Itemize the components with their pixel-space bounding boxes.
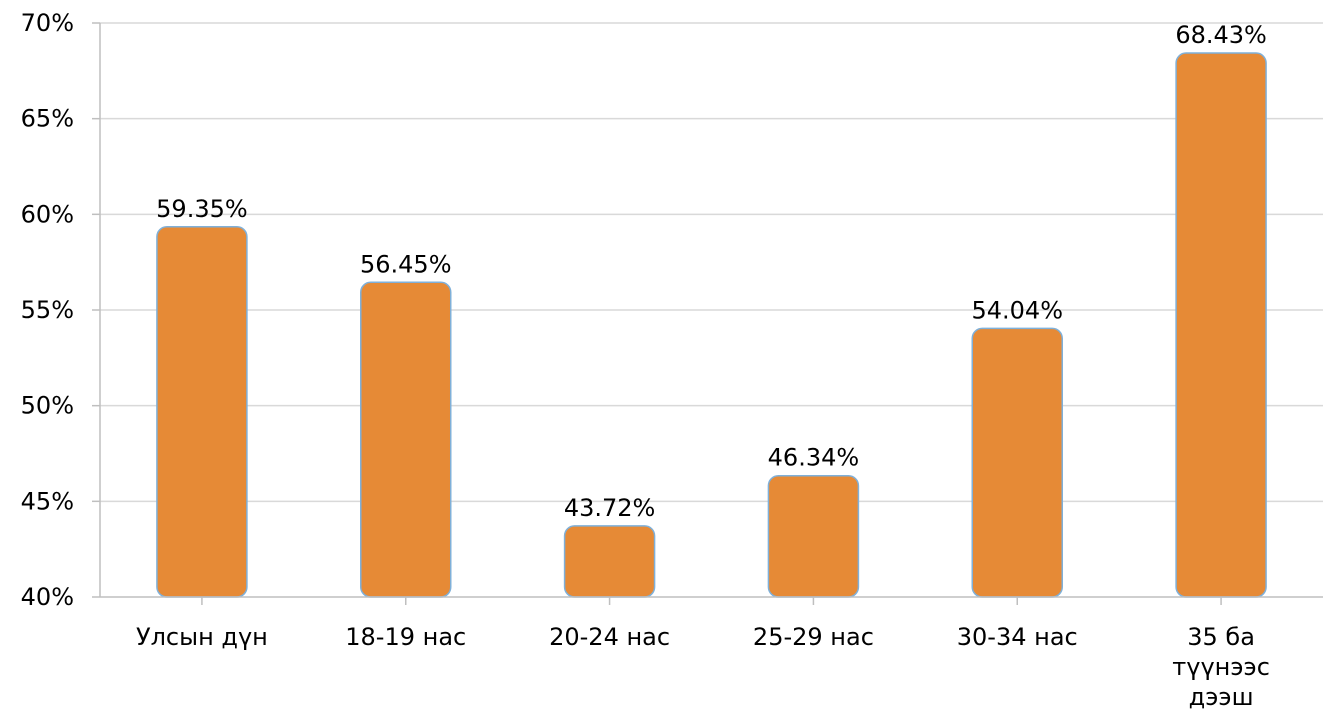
y-tick-label: 65%: [21, 105, 74, 133]
data-label: 43.72%: [564, 494, 656, 522]
data-label: 68.43%: [1175, 21, 1267, 49]
bar: [563, 525, 656, 598]
x-tick-label: 20-24 нас: [549, 623, 670, 651]
y-tick-labels: 40% 45% 50% 55% 60% 65% 70%: [21, 9, 74, 611]
data-labels: 59.35% 56.45% 43.72% 46.34% 54.04% 68.43%: [156, 21, 1267, 522]
data-label: 54.04%: [971, 296, 1063, 324]
y-tick-label: 55%: [21, 296, 74, 324]
data-label: 46.34%: [768, 444, 860, 472]
x-tick-label: 18-19 нас: [345, 623, 466, 651]
x-tick-label: 35 ба түүнээс дээш: [1172, 623, 1270, 710]
gridlines: [100, 22, 1323, 503]
axes: [92, 22, 1323, 605]
data-label: 59.35%: [156, 195, 248, 223]
bar: [971, 327, 1063, 598]
bars: [156, 52, 1267, 598]
x-tick-label: 30-34 нас: [957, 623, 1078, 651]
y-tick-label: 60%: [21, 200, 74, 228]
data-label: 56.45%: [360, 250, 452, 278]
bar: [156, 226, 248, 598]
bar: [767, 474, 860, 598]
bar: [1175, 52, 1267, 598]
x-tick-label: Улсын дүн: [136, 623, 268, 651]
x-tick-label: 25-29 нас: [753, 623, 874, 651]
x-tick-labels: Улсын дүн 18-19 нас 20-24 нас 25-29 нас 30-3…: [136, 623, 1270, 710]
bar: [360, 281, 452, 598]
y-tick-label: 70%: [21, 9, 74, 37]
y-tick-label: 50%: [21, 392, 74, 420]
y-tick-label: 45%: [21, 487, 74, 515]
y-tick-label: 40%: [21, 583, 74, 611]
